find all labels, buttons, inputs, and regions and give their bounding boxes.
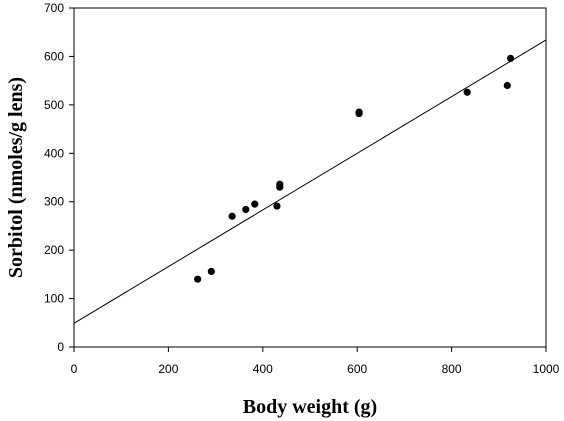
data-point — [228, 212, 236, 220]
x-tick-label: 400 — [253, 362, 273, 376]
y-axis: 0 100 200 300 400 500 600 700 — [44, 1, 74, 354]
data-point — [463, 88, 471, 96]
x-axis-title: Body weight (g) — [243, 396, 377, 418]
regression-line-group — [73, 39, 547, 324]
plot-border — [73, 7, 547, 348]
x-tick-label: 800 — [442, 362, 462, 376]
y-tick-label: 0 — [57, 340, 64, 354]
plot-frame — [73, 7, 547, 348]
y-tick-label: 700 — [44, 1, 64, 15]
x-tick-label: 0 — [71, 362, 78, 376]
y-axis-title: Sorbitol (nmoles/g lens) — [5, 77, 27, 278]
y-tick-label: 200 — [44, 243, 64, 257]
y-tick-label: 300 — [44, 195, 64, 209]
data-point — [242, 205, 250, 214]
data-point — [273, 202, 281, 210]
y-tick-label: 100 — [44, 292, 64, 306]
x-tick-label: 1000 — [533, 362, 560, 376]
data-point — [251, 200, 259, 208]
x-tick-label: 200 — [158, 362, 178, 376]
data-point — [355, 108, 363, 116]
y-tick-label: 600 — [44, 49, 64, 63]
x-axis: 0 200 400 600 800 1000 — [71, 347, 560, 376]
x-tick-label: 600 — [347, 362, 367, 376]
data-point — [194, 275, 202, 283]
y-tick-label: 500 — [44, 98, 64, 112]
regression-line — [73, 39, 547, 324]
data-points — [194, 54, 515, 283]
data-point — [276, 180, 284, 188]
data-point — [507, 54, 515, 62]
data-point — [503, 81, 511, 90]
y-tick-label: 400 — [44, 146, 64, 160]
data-point — [207, 267, 215, 276]
